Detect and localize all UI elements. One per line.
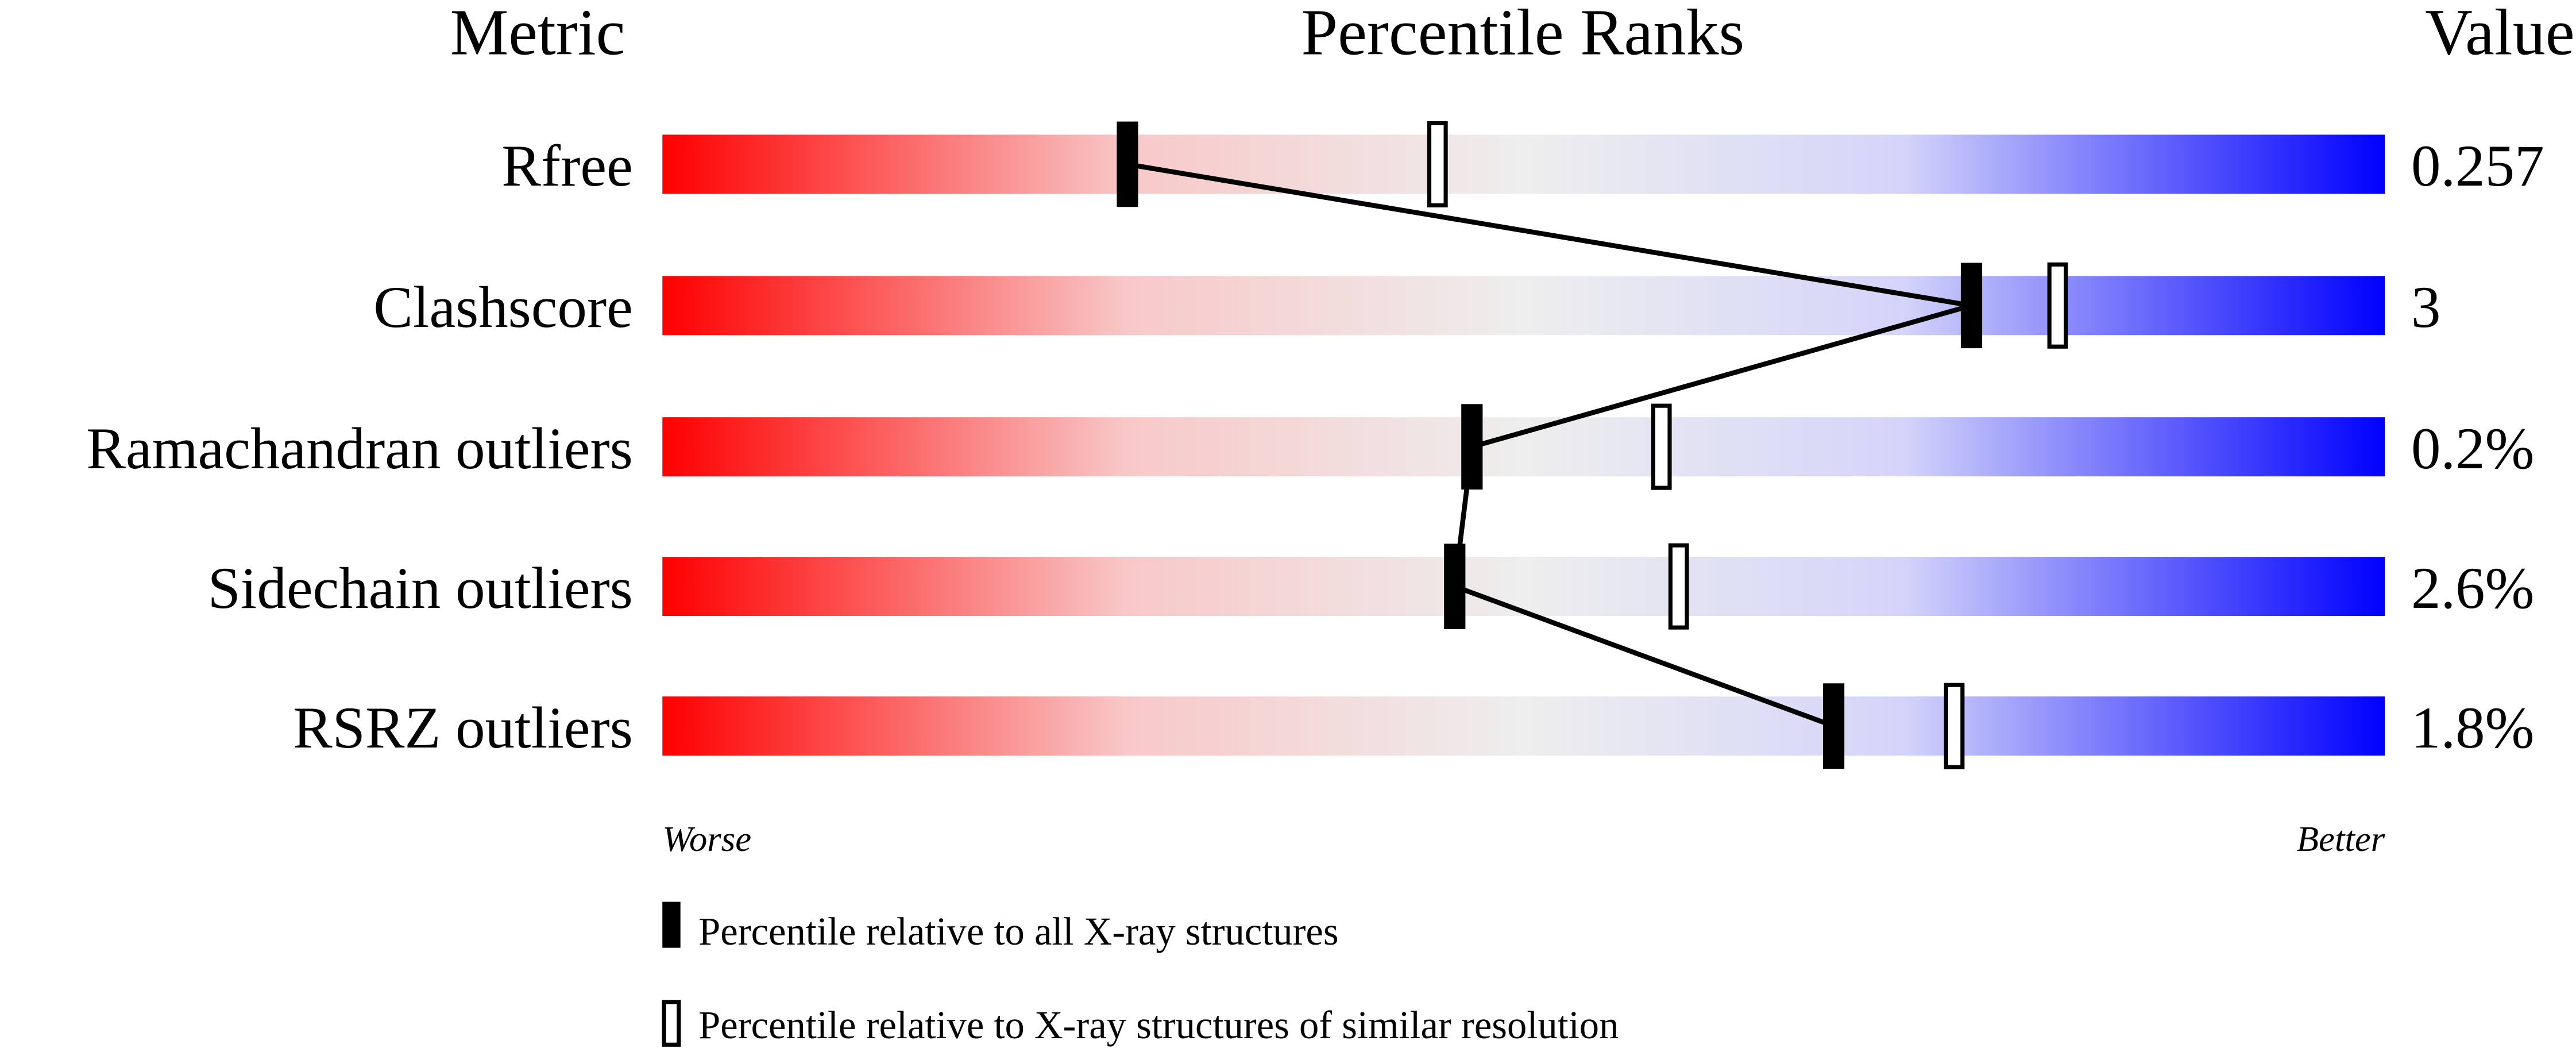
metric-label: Ramachandran outliers [86,416,633,481]
header-metric: Metric [450,0,625,68]
metric-label: Rfree [501,133,633,199]
percentile-bar [662,276,2385,336]
marker-all-structures [1960,263,1983,349]
axis-label-worse: Worse [662,819,751,859]
marker-all-structures [1461,404,1483,490]
metric-value: 2.6% [2411,556,2534,621]
marker-similar-resolution [1651,403,1672,490]
marker-similar-resolution [2047,262,2068,349]
axis-label-better: Better [2297,819,2385,859]
percentile-bar [662,557,2385,617]
percentile-bar [662,696,2385,756]
legend-filled-marker [662,901,681,948]
metric-label: RSRZ outliers [293,695,633,761]
header-percentile-ranks: Percentile Ranks [1301,0,1745,68]
legend-hollow-marker [662,1000,681,1047]
header-value: Value [2425,0,2574,68]
metric-label: Sidechain outliers [208,556,633,621]
marker-similar-resolution [1668,543,1689,630]
metric-label: Clashscore [373,275,633,340]
marker-all-structures [1444,544,1466,629]
marker-similar-resolution [1427,121,1448,207]
percentile-bar [662,417,2385,477]
marker-all-structures [1822,683,1845,769]
marker-similar-resolution [1944,683,1965,769]
metric-value: 0.2% [2411,416,2534,481]
marker-all-structures [1117,121,1138,207]
metric-value: 3 [2411,275,2440,340]
metric-value: 0.257 [2411,133,2544,199]
percentile-bar [662,134,2385,194]
legend-hollow-label: Percentile relative to X-ray structures … [698,1003,1619,1047]
legend-filled-label: Percentile relative to all X-ray structu… [698,910,1338,953]
metric-value: 1.8% [2411,695,2534,761]
